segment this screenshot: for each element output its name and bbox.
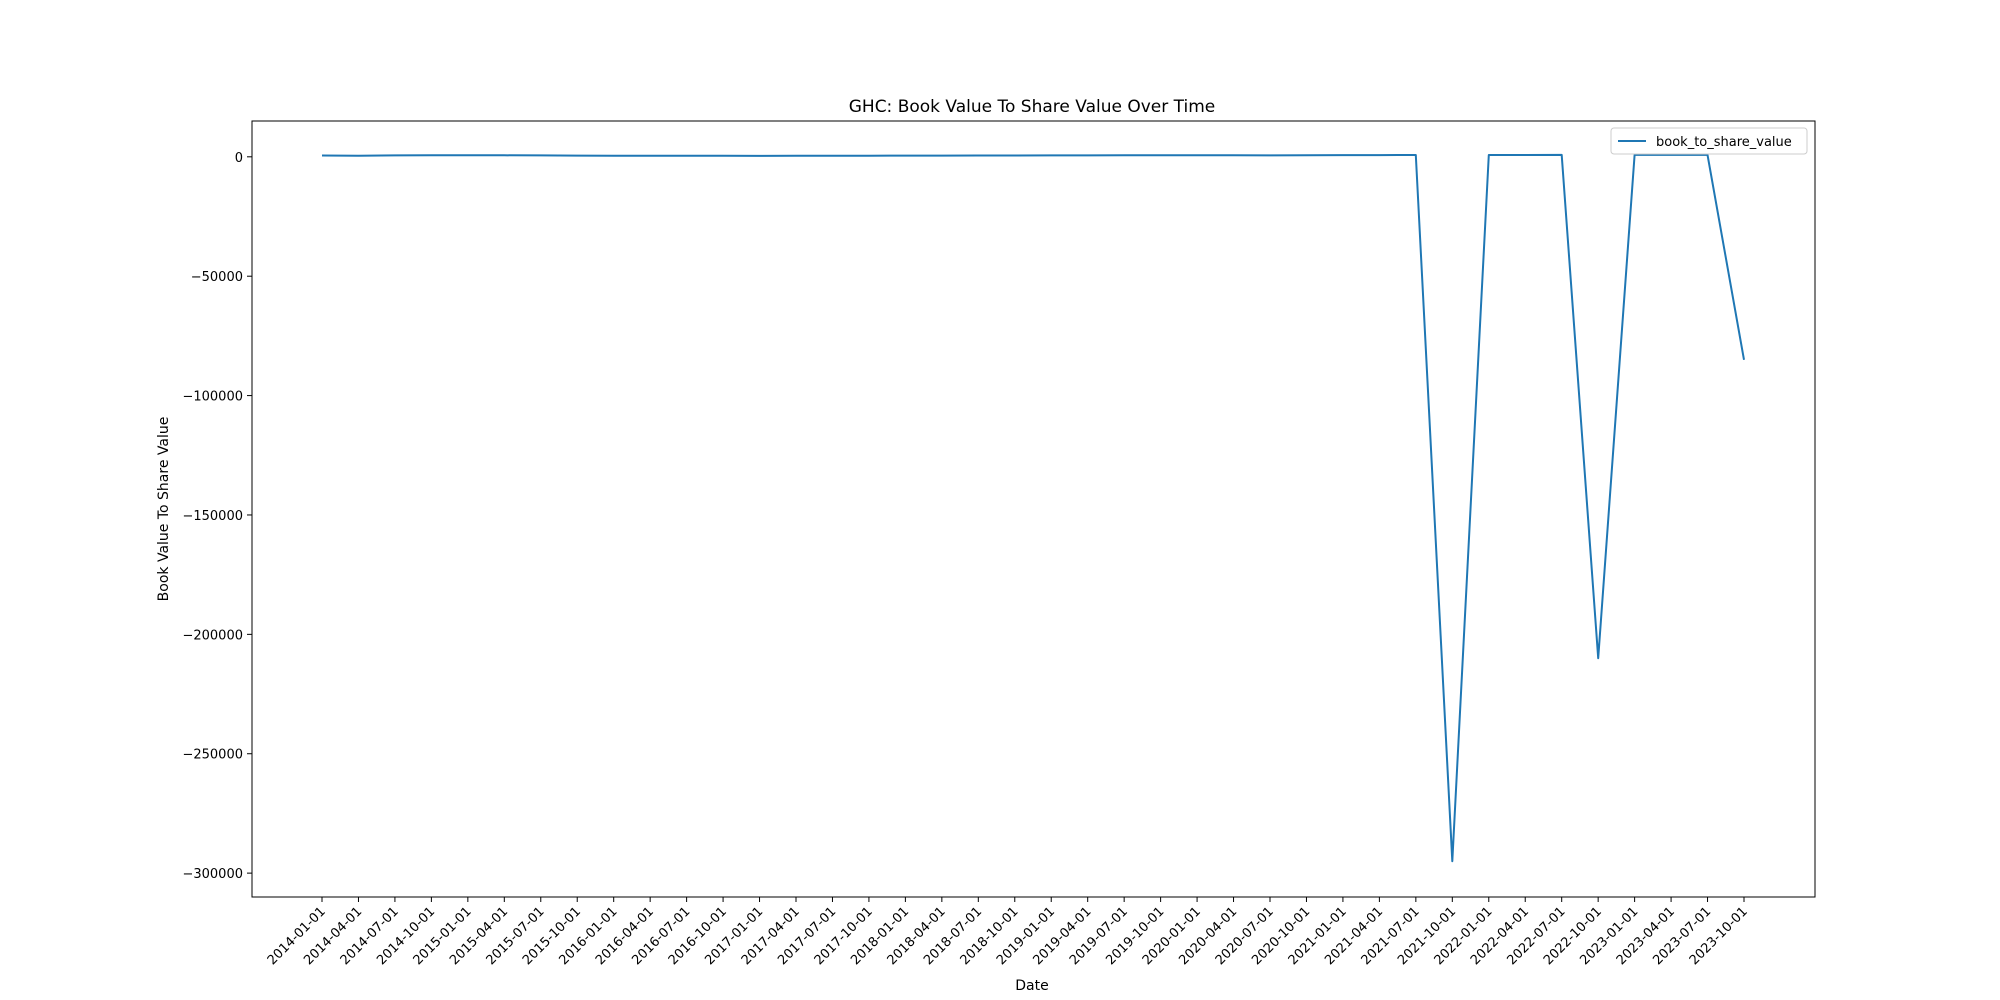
y-tick-label: −50000: [191, 270, 243, 285]
y-tick-label: −200000: [182, 628, 243, 643]
y-tick-label: −300000: [182, 867, 243, 882]
y-tick-label: 0: [235, 151, 243, 166]
x-axis-title: Date: [1015, 978, 1048, 994]
y-tick-label: −250000: [182, 748, 243, 763]
plot-area-frame: [251, 120, 1816, 898]
chart-title: GHC: Book Value To Share Value Over Time: [849, 97, 1216, 117]
legend: book_to_share_value: [1610, 127, 1808, 155]
y-tick-label: −150000: [182, 509, 243, 524]
y-axis: 0 −50000 −100000 −150000 −200000 −250000 −3000…: [182, 151, 252, 882]
y-axis-title: Book Value To Share Value: [156, 417, 172, 602]
legend-box: [1610, 127, 1808, 155]
y-tick-label: −100000: [182, 390, 243, 405]
series-layer: [321, 153, 1745, 863]
legend-label: book_to_share_value: [1656, 135, 1792, 150]
series-line-book_to_share_value: [321, 153, 1745, 863]
